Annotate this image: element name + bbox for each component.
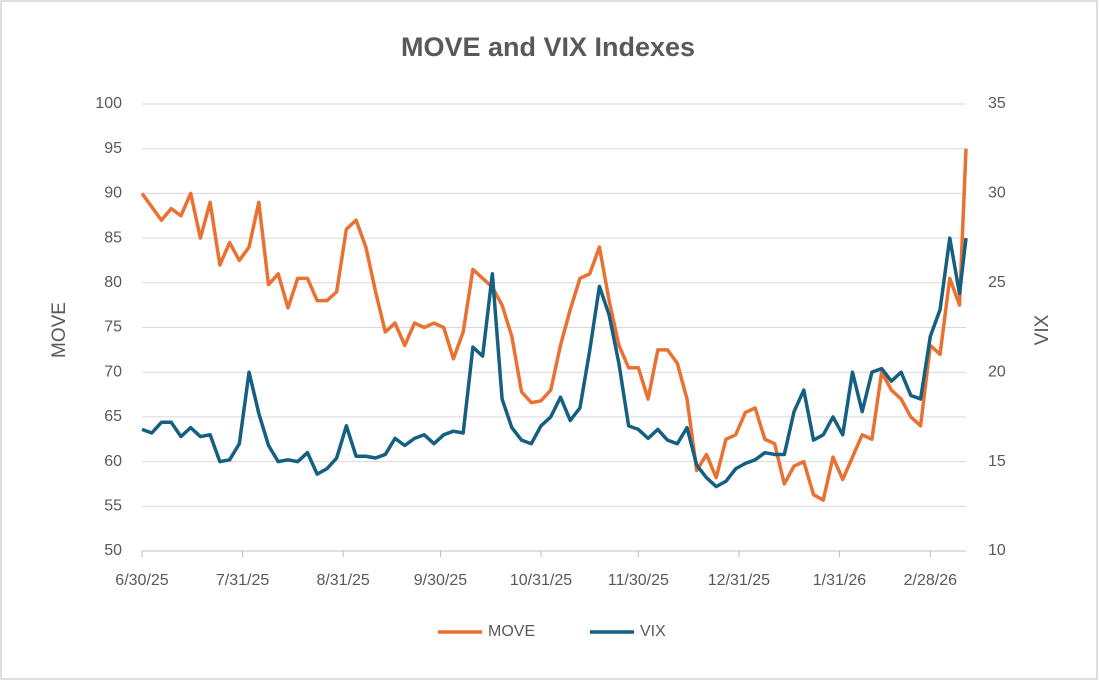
y2-axis-title: VIX [1032,314,1053,345]
x-tick-label: 7/31/25 [216,572,269,589]
y2-tick-label: 10 [988,542,1006,559]
y-tick-label: 100 [95,95,122,112]
y-tick-label: 90 [104,185,122,202]
y-tick-label: 55 [104,498,122,515]
x-tick-label: 2/28/26 [904,572,957,589]
x-tick-label: 9/30/25 [414,572,467,589]
y2-tick-label: 30 [988,185,1006,202]
y2-tick-label: 20 [988,363,1006,380]
x-tick-label: 12/31/25 [708,572,770,589]
series-line [141,236,968,489]
legend-label: MOVE [488,623,535,640]
chart-title: MOVE and VIX Indexes [401,32,695,62]
x-tick-label: 8/31/25 [316,572,369,589]
legend-label: VIX [640,623,666,640]
series-line [140,148,968,502]
x-tick-label: 11/30/25 [608,572,669,589]
y-tick-label: 65 [104,408,122,425]
y-tick-label: 60 [104,453,122,470]
x-tick-label: 6/30/25 [115,572,168,589]
y-tick-label: 80 [104,274,122,291]
y2-tick-label: 35 [988,95,1006,112]
y-tick-label: 50 [104,542,122,559]
x-tick-label: 1/31/26 [813,572,866,589]
y-tick-label: 70 [104,363,122,380]
y2-tick-label: 15 [988,453,1006,470]
y2-tick-label: 25 [988,274,1006,291]
x-tick-label: 10/31/25 [510,572,572,589]
y-tick-label: 95 [104,140,122,157]
y-tick-label: 85 [104,229,122,246]
y-axis-title: MOVE [49,302,70,358]
y-tick-label: 75 [104,319,122,336]
